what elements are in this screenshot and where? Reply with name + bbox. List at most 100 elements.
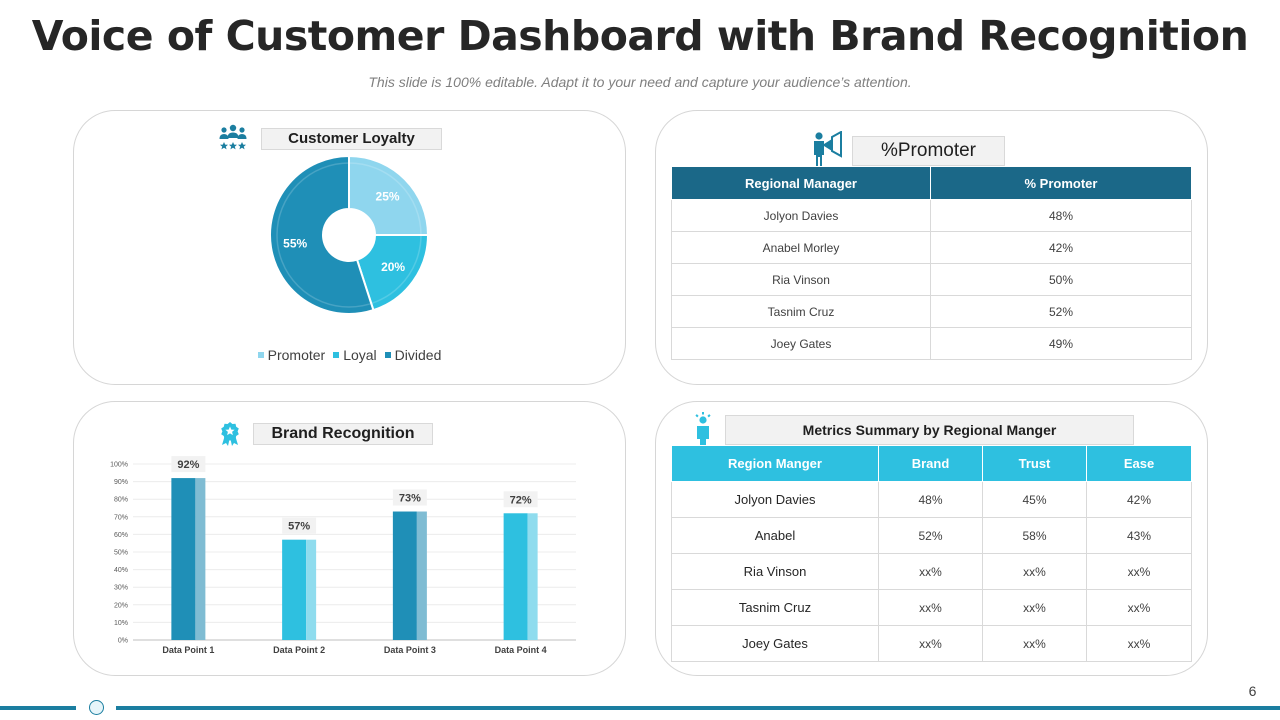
legend-swatch — [333, 352, 340, 359]
footer-line-right — [116, 706, 1280, 710]
customer-loyalty-donut-chart: 25% 20% 55% — [269, 155, 429, 315]
bar-label-background — [171, 456, 206, 473]
value-cell: xx% — [878, 553, 983, 590]
column-header: Brand — [878, 445, 983, 482]
bar-value-label: 72% — [510, 494, 532, 506]
legend-swatch — [384, 352, 391, 359]
manager-name-cell: Tasnim Cruz — [671, 589, 879, 626]
donut-label-promoter: 25% — [376, 189, 400, 203]
bar-4 — [503, 513, 528, 640]
manager-name-cell: Joey Gates — [671, 327, 931, 360]
column-header: Trust — [982, 445, 1087, 482]
bar-label-background — [282, 517, 317, 534]
manager-name-cell: Anabel Morley — [671, 231, 931, 264]
bar-shade-2 — [306, 539, 317, 640]
bar-shade-4 — [527, 513, 538, 640]
donut-slice-promoter — [348, 155, 429, 236]
bar-label-background — [392, 489, 427, 506]
value-cell: 58% — [982, 517, 1087, 554]
value-cell: 48% — [930, 199, 1192, 232]
bar-value-label: 73% — [399, 493, 421, 505]
metrics-summary-header: Metrics Summary by Regional Manger — [725, 415, 1134, 445]
manager-name-cell: Anabel — [671, 517, 879, 554]
x-category-label: Data Point 1 — [162, 645, 214, 655]
table-row: Joey Gates 49% — [671, 327, 1192, 360]
y-tick-label: 40% — [114, 567, 128, 574]
y-tick-label: 90% — [114, 479, 128, 486]
y-tick-label: 80% — [114, 497, 128, 504]
manager-name-cell: Jolyon Davies — [671, 199, 931, 232]
value-cell: xx% — [1086, 589, 1192, 626]
donut-inner-ring — [276, 162, 422, 308]
value-cell: xx% — [1086, 625, 1192, 662]
value-cell: xx% — [982, 589, 1087, 626]
bar-shade-1 — [195, 478, 206, 640]
x-category-label: Data Point 3 — [384, 645, 436, 655]
donut-slice-divided — [269, 155, 375, 315]
value-cell: 48% — [878, 481, 983, 518]
donut-label-divided: 55% — [283, 237, 307, 251]
y-tick-label: 10% — [114, 620, 128, 627]
brand-recognition-bar-chart: 0% 10% 20% 30% 40% 50% 60% 70% 80% 90% 100% 92% Data… — [110, 456, 576, 655]
value-cell: 43% — [1086, 517, 1192, 554]
table-row: Ria Vinson 50% — [671, 263, 1192, 296]
value-cell: 52% — [878, 517, 983, 554]
value-cell: xx% — [982, 553, 1087, 590]
manager-name-cell: Ria Vinson — [671, 553, 879, 590]
page-title: Voice of Customer Dashboard with Brand R… — [31, 12, 1249, 60]
people-group-icon — [219, 124, 247, 150]
value-cell: 49% — [930, 327, 1192, 360]
legend-label: Promoter — [267, 347, 326, 363]
promoter-table: Regional Manager% Promoter Jolyon Davies… — [671, 166, 1192, 360]
value-cell: xx% — [982, 625, 1087, 662]
donut-label-loyal: 20% — [381, 260, 405, 274]
value-cell: 50% — [930, 263, 1192, 296]
person-idea-icon — [695, 412, 711, 446]
table-row: Tasnim Cruz xx% xx% xx% — [671, 589, 1192, 626]
manager-name-cell: Joey Gates — [671, 625, 879, 662]
table-row: Joey Gates xx% xx% xx% — [671, 625, 1192, 662]
customer-loyalty-header: Customer Loyalty — [261, 128, 442, 150]
bar-label-background — [503, 491, 538, 508]
manager-name-cell: Tasnim Cruz — [671, 295, 931, 328]
page-number: 6 — [1248, 683, 1257, 699]
table-row: Anabel 52% 58% 43% — [671, 517, 1192, 554]
legend-swatch — [257, 352, 264, 359]
column-header: Region Manger — [671, 445, 879, 482]
value-cell: 52% — [930, 295, 1192, 328]
x-category-label: Data Point 2 — [273, 645, 325, 655]
legend-item-divided: Divided — [384, 347, 442, 363]
bar-1 — [171, 478, 196, 640]
y-tick-label: 60% — [114, 532, 128, 539]
legend-label: Loyal — [343, 347, 377, 363]
value-cell: 45% — [982, 481, 1087, 518]
y-tick-label: 30% — [114, 585, 128, 592]
legend-label: Divided — [394, 347, 442, 363]
value-cell: xx% — [878, 589, 983, 626]
y-tick-label: 70% — [114, 514, 128, 521]
bar-shade-3 — [416, 511, 427, 640]
bar-3 — [392, 511, 417, 640]
table-row: Tasnim Cruz 52% — [671, 295, 1192, 328]
page-subtitle: This slide is 100% editable. Adapt it to… — [368, 74, 912, 90]
bar-value-label: 57% — [288, 521, 310, 533]
table-row: Anabel Morley 42% — [671, 231, 1192, 264]
x-category-label: Data Point 4 — [495, 645, 547, 655]
footer-line-left — [0, 706, 76, 710]
metrics-summary-table: Region Manger Brand Trust Ease Jolyon Davie… — [671, 445, 1192, 662]
y-tick-label: 0% — [118, 638, 128, 645]
donut-slice-loyal — [355, 234, 429, 312]
brand-recognition-header: Brand Recognition — [253, 423, 433, 445]
legend-item-promoter: Promoter — [257, 347, 326, 363]
y-tick-label: 50% — [114, 550, 128, 557]
y-tick-label: 100% — [110, 462, 128, 469]
table-row: Jolyon Davies 48% — [671, 199, 1192, 232]
award-badge-icon — [221, 422, 239, 446]
column-header: Regional Manager — [671, 166, 931, 200]
value-cell: xx% — [878, 625, 983, 662]
column-header: % Promoter — [930, 166, 1192, 200]
footer-circle-marker — [89, 700, 104, 715]
bar-2 — [282, 539, 307, 640]
legend-item-loyal: Loyal — [333, 347, 377, 363]
value-cell: xx% — [1086, 553, 1192, 590]
